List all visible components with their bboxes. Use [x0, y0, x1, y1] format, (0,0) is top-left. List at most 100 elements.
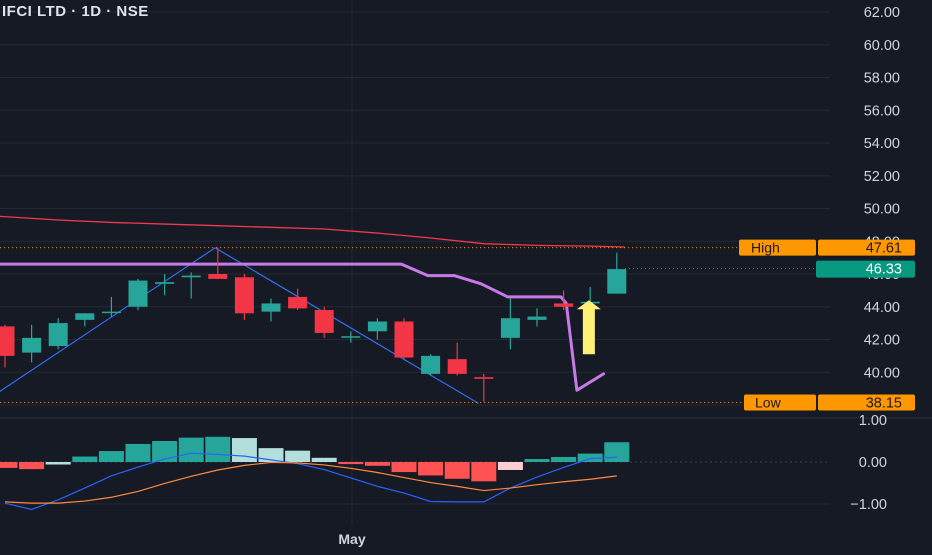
macd-histogram-bar	[285, 450, 311, 462]
candle	[128, 278, 148, 311]
candle	[101, 296, 121, 317]
zigzag-line	[0, 247, 479, 404]
price-tick-label: 54.00	[864, 136, 900, 152]
x-axis-label-may: May	[338, 531, 365, 547]
last-price-text: 46.33	[866, 262, 902, 278]
candle-body	[474, 377, 494, 379]
candle-body	[22, 337, 42, 353]
arrow-head	[576, 300, 601, 310]
macd-histogram-bar	[19, 462, 45, 470]
macd-histogram-bar	[98, 451, 124, 462]
candle	[48, 318, 68, 350]
candle-body	[48, 323, 68, 347]
macd-histogram-bar	[338, 462, 364, 465]
candle-body	[527, 316, 547, 320]
last-price-box	[816, 260, 915, 278]
price-tick-label: 58.00	[864, 71, 900, 87]
high-value-text: 47.61	[866, 241, 902, 257]
purple-path	[0, 262, 605, 392]
price-tick-label: 56.00	[864, 103, 900, 119]
macd-panel	[0, 436, 630, 511]
candle	[75, 313, 95, 327]
candle-body	[75, 313, 95, 320]
candle	[527, 308, 547, 327]
macd-histogram-bar	[45, 462, 71, 465]
price-tick-label: 40.00	[864, 365, 900, 381]
candle-body	[607, 269, 627, 294]
candle	[447, 342, 467, 376]
candle-body	[394, 321, 414, 358]
level-lines	[0, 247, 815, 404]
candle	[0, 324, 15, 368]
macd-histogram-bar	[0, 462, 18, 468]
low-value-text: 38.15	[866, 396, 902, 412]
low-label-text: Low	[755, 395, 782, 411]
price-axis[interactable]: 62.0060.0058.0056.0054.0052.0050.0048.00…	[850, 5, 900, 513]
candle-body	[288, 296, 308, 309]
candle	[208, 247, 228, 279]
candle	[341, 331, 361, 343]
macd-histogram-bar	[72, 456, 98, 462]
macd-histogram-bar	[524, 459, 550, 462]
low-label-box	[744, 394, 816, 411]
arrow-drawing	[576, 300, 601, 355]
candle	[288, 288, 308, 311]
macd-line	[4, 452, 617, 511]
candle	[261, 298, 281, 322]
candle-body	[314, 310, 334, 333]
candle-body	[128, 280, 148, 307]
price-tick-label: 42.00	[864, 333, 900, 349]
candle	[554, 290, 574, 311]
candle	[607, 252, 627, 294]
candle	[367, 318, 387, 340]
price-tick-label: 62.00	[864, 5, 900, 21]
candle-body	[101, 311, 121, 314]
candle-body	[261, 303, 281, 312]
candle-body	[181, 275, 201, 278]
candle	[474, 373, 494, 402]
macd-histogram-bar	[178, 437, 204, 462]
candle-body	[341, 336, 361, 338]
axis-labels: High 47.61 46.33 Low 38.15 May	[338, 239, 915, 547]
candlesticks[interactable]	[0, 247, 627, 402]
macd-histogram-bar	[205, 436, 231, 462]
macd-histogram-bar	[152, 441, 178, 462]
candle	[314, 306, 334, 338]
macd-histogram-bar	[125, 443, 151, 462]
candle	[234, 274, 254, 320]
chart-title: IFCI LTD · 1D · NSE	[2, 3, 149, 20]
macd-histogram-bar	[391, 462, 417, 473]
candle-body	[554, 303, 574, 307]
moving-average	[0, 215, 625, 248]
macd-histogram-bar	[551, 456, 577, 462]
arrow-shaft	[582, 308, 595, 355]
macd-histogram-bar	[231, 438, 257, 462]
candle-body	[155, 282, 175, 284]
candle	[155, 274, 175, 296]
grid	[0, 0, 932, 525]
macd-histogram-bar	[577, 453, 603, 462]
macd-histogram-bar	[364, 462, 390, 466]
low-value-box	[818, 394, 915, 411]
candle	[500, 298, 520, 350]
macd-tick-label: 0.00	[859, 455, 887, 471]
candle-body	[447, 359, 467, 374]
macd-tick-label: 1.00	[859, 413, 887, 429]
candle-body	[208, 274, 228, 279]
high-label-text: High	[751, 240, 780, 256]
candle-body	[500, 318, 520, 338]
price-tick-label: 50.00	[864, 202, 900, 218]
candle	[22, 324, 42, 363]
macd-histogram-bar	[311, 457, 337, 462]
candle-body	[367, 321, 387, 332]
price-tick-label: 52.00	[864, 169, 900, 185]
macd-histogram-bar	[444, 462, 470, 479]
candle	[181, 272, 201, 299]
candle-body	[421, 355, 441, 374]
price-tick-label: 44.00	[864, 300, 900, 316]
candle	[421, 354, 441, 376]
high-value-box	[818, 239, 915, 256]
candle-body	[234, 277, 254, 314]
